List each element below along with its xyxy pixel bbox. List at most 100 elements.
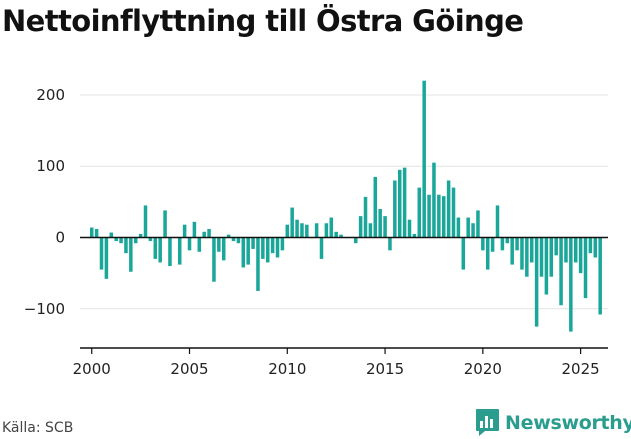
- bar: [456, 217, 461, 238]
- bar: [520, 237, 524, 270]
- bar: [280, 237, 285, 251]
- bar: [412, 233, 417, 238]
- bar: [383, 216, 387, 238]
- x-tick-label-2025: 2025: [562, 360, 600, 378]
- bar: [461, 237, 466, 270]
- bar: [407, 219, 412, 238]
- bar: [261, 237, 265, 259]
- bar: [324, 223, 329, 238]
- bar: [490, 237, 495, 252]
- bar: [256, 237, 260, 291]
- bar: [446, 180, 451, 238]
- bar: [466, 217, 470, 238]
- bar: [471, 223, 475, 238]
- axes: [80, 236, 608, 354]
- x-tick-label-2005: 2005: [170, 360, 208, 378]
- bar: [485, 237, 490, 270]
- bar: [388, 237, 392, 251]
- bar: [104, 237, 109, 279]
- bar: [481, 237, 485, 251]
- bar: [119, 237, 123, 244]
- bar: [525, 237, 529, 277]
- bars: [89, 80, 602, 332]
- x-tick-label-2020: 2020: [464, 360, 502, 378]
- bar: [451, 187, 456, 238]
- bar: [397, 169, 402, 238]
- bar: [89, 227, 94, 238]
- bar: [339, 234, 343, 238]
- bar: [578, 237, 583, 274]
- bar: [353, 237, 358, 244]
- bar: [500, 237, 505, 251]
- bar: [564, 237, 568, 263]
- x-tick-label-2010: 2010: [268, 360, 306, 378]
- bar: [153, 237, 158, 259]
- bar: [212, 237, 216, 282]
- bar: [378, 209, 382, 238]
- bar: [114, 237, 118, 242]
- bar: [129, 237, 133, 272]
- bar: [148, 237, 153, 242]
- bar: [554, 237, 558, 256]
- bar: [231, 237, 236, 242]
- y-tick-label-0: 0: [55, 229, 65, 247]
- bar: [202, 231, 206, 238]
- bar: [94, 228, 99, 238]
- bar: [270, 237, 275, 254]
- bar: [505, 237, 510, 244]
- bar: [588, 237, 593, 254]
- tick-labels: −100 0 100 200 2000 2005 2010 2015 2020 2025: [24, 86, 600, 378]
- bar: [251, 237, 255, 249]
- bar: [158, 237, 162, 263]
- x-tick-label-2015: 2015: [366, 360, 404, 378]
- bar: [393, 180, 397, 238]
- bar: [583, 237, 588, 299]
- newsworthy-logo: Newsworthy: [475, 408, 631, 437]
- bar: [427, 194, 431, 238]
- bar: [510, 237, 514, 265]
- bar: [539, 237, 544, 277]
- bar: [246, 237, 250, 265]
- bar: [226, 234, 231, 238]
- y-tick-label--100: −100: [24, 300, 65, 318]
- x-tick-label-2000: 2000: [73, 360, 111, 378]
- bar: [187, 237, 192, 251]
- bar: [515, 237, 519, 251]
- bar: [495, 205, 500, 238]
- source-note: Källa: SCB: [2, 420, 74, 436]
- bar: [300, 223, 304, 238]
- bar: [329, 217, 334, 238]
- bar: [168, 237, 172, 267]
- bar: [207, 228, 211, 238]
- bar: [569, 237, 573, 332]
- bar: [314, 223, 319, 238]
- bar: [402, 167, 407, 238]
- bar: [476, 210, 480, 238]
- bar: [163, 210, 167, 238]
- bar: [559, 237, 563, 306]
- bar: [133, 237, 138, 244]
- bar: [99, 237, 104, 270]
- bar: [265, 237, 270, 263]
- bar: [295, 219, 299, 238]
- bar: [217, 237, 221, 252]
- bar: [241, 237, 246, 268]
- bar: [305, 224, 309, 238]
- bar: [422, 80, 426, 238]
- y-tick-label-200: 200: [36, 86, 65, 104]
- bar: [143, 205, 148, 238]
- bar: [319, 237, 324, 259]
- bar: [573, 237, 578, 263]
- bar: [236, 237, 241, 244]
- bar: [285, 224, 290, 238]
- bar: [177, 237, 182, 265]
- bar: [138, 233, 143, 238]
- gridlines: [80, 94, 608, 310]
- bar: [437, 194, 441, 238]
- bar: [368, 223, 373, 238]
- bar: [197, 237, 202, 252]
- bar: [275, 237, 280, 258]
- bar: [593, 237, 598, 258]
- bar: [598, 237, 602, 315]
- bar: [544, 237, 549, 295]
